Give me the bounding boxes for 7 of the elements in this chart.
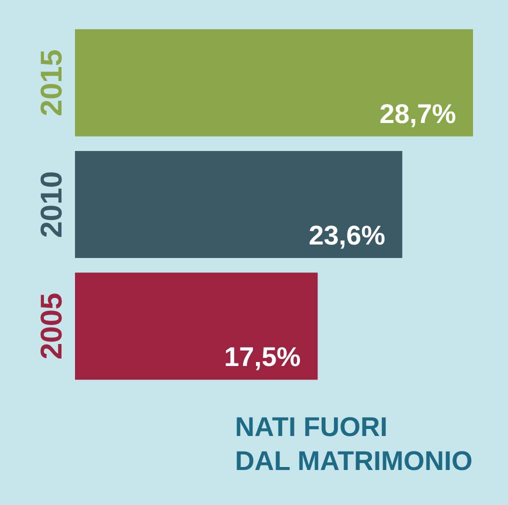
y-tick-label: 2010 [36,171,68,238]
y-tick-label: 2015 [36,49,68,116]
text: NATI FUORI DAL MATRIMONIO [235,412,473,476]
data-label: 28,7% [379,98,456,129]
y-tick-label: 2005 [36,292,68,360]
data-label: 23,6% [308,220,386,251]
data-label: 17,5% [224,342,301,372]
